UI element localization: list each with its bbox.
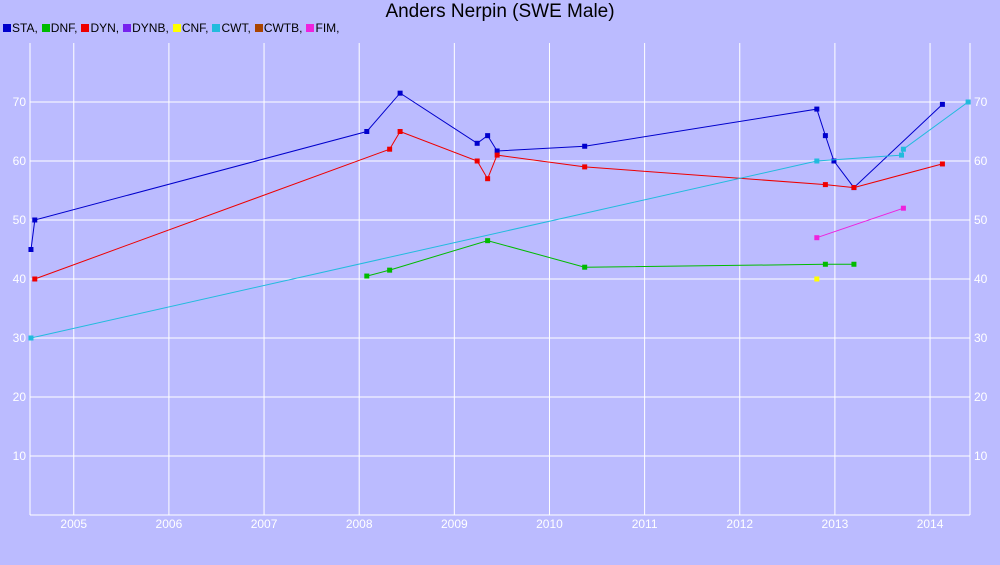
data-point-cwt <box>965 99 971 105</box>
y-tick-label-left: 20 <box>13 390 27 404</box>
legend-item-dyn: DYN, <box>81 21 119 35</box>
legend-label: STA, <box>12 21 38 35</box>
legend-item-fim: FIM, <box>306 21 339 35</box>
data-point-fim <box>814 235 820 241</box>
data-point-dyn <box>582 164 588 170</box>
x-tick-label: 2014 <box>917 517 944 531</box>
series-line-fim <box>816 207 904 239</box>
data-point-dyn <box>387 146 393 152</box>
y-tick-label-right: 70 <box>974 95 988 109</box>
legend: STA, DNF, DYN, DYNB, CNF, CWT, CWTB, FIM, <box>3 21 343 35</box>
legend-item-sta: STA, <box>3 21 38 35</box>
data-point-sta <box>494 148 500 154</box>
y-tick-label-right: 20 <box>974 390 988 404</box>
y-tick-label-right: 60 <box>974 154 988 168</box>
data-point-sta <box>364 129 370 134</box>
axes <box>29 43 971 516</box>
data-point-sta <box>474 140 480 146</box>
legend-label: CNF, <box>181 21 209 35</box>
y-tick-label-right: 10 <box>974 449 988 463</box>
data-point-cwt <box>814 158 820 164</box>
data-point-dyn <box>939 161 945 167</box>
legend-item-cnf: CNF, <box>172 21 209 35</box>
y-tick-label-left: 60 <box>13 154 27 168</box>
y-tick-label-left: 40 <box>13 272 27 286</box>
legend-swatch <box>212 24 221 32</box>
data-point-cwt <box>898 152 904 158</box>
legend-label: DNF, <box>50 21 78 35</box>
data-point-dyn <box>822 182 828 188</box>
data-point-cwt <box>28 335 34 341</box>
y-tick-label-left: 50 <box>13 213 27 227</box>
tick-labels: 10 10 20 20 30 30 40 40 50 50 60 60 70 70 2005 2006 2007… <box>13 95 988 531</box>
data-point-dnf <box>851 261 857 267</box>
legend-label: DYN, <box>90 21 120 35</box>
legend-swatch <box>306 24 315 32</box>
data-point-dnf <box>364 273 370 279</box>
data-point-sta <box>28 247 34 252</box>
grid <box>30 43 970 515</box>
legend-swatch <box>172 24 181 32</box>
data-point-fim <box>900 205 906 211</box>
x-tick-label: 2007 <box>251 517 278 531</box>
x-tick-label: 2010 <box>536 517 563 531</box>
legend-label: FIM, <box>315 21 340 35</box>
y-tick-label-right: 30 <box>974 331 988 345</box>
legend-swatch <box>81 24 90 32</box>
data-point-dnf <box>582 264 588 270</box>
series-lines <box>28 90 971 341</box>
data-point-dyn <box>851 185 857 191</box>
y-tick-label-right: 50 <box>974 213 988 227</box>
chart-title: Anders Nerpin (SWE Male) <box>385 1 615 22</box>
data-point-sta <box>939 101 945 107</box>
data-point-sta <box>814 106 820 112</box>
x-tick-label: 2005 <box>60 517 87 531</box>
legend-swatch <box>254 24 263 32</box>
x-tick-label: 2008 <box>346 517 373 531</box>
data-point-dnf <box>485 238 491 244</box>
data-point-sta <box>485 133 491 139</box>
x-tick-label: 2012 <box>726 517 753 531</box>
data-point-dyn <box>485 176 491 182</box>
x-tick-label: 2006 <box>156 517 183 531</box>
data-point-dnf <box>387 267 393 273</box>
data-point-cwt <box>900 146 906 152</box>
data-point-dyn <box>32 276 38 282</box>
legend-item-cwt: CWT, <box>212 21 251 35</box>
data-point-dyn <box>474 158 480 164</box>
legend-item-dynb: DYNB, <box>123 21 169 35</box>
data-point-dyn <box>397 129 403 134</box>
legend-swatch <box>41 24 50 32</box>
x-tick-label: 2011 <box>632 517 658 531</box>
legend-item-cwtb: CWTB, <box>254 21 303 35</box>
data-point-dyn <box>494 152 500 158</box>
data-point-sta <box>32 217 38 223</box>
data-point-sta <box>582 143 588 149</box>
y-tick-label-left: 70 <box>13 95 27 109</box>
data-point-cnf <box>814 276 820 282</box>
data-point-dnf <box>822 261 828 267</box>
legend-label: CWTB, <box>263 21 303 35</box>
data-point-sta <box>822 133 828 139</box>
data-point-sta <box>831 158 837 164</box>
x-tick-label: 2013 <box>822 517 849 531</box>
y-tick-label-right: 40 <box>974 272 988 286</box>
legend-label: DYNB, <box>132 21 169 35</box>
legend-swatch <box>3 24 11 32</box>
y-tick-label-left: 10 <box>13 449 27 463</box>
data-point-sta <box>397 90 403 96</box>
series-line-dnf <box>366 240 854 277</box>
x-tick-label: 2009 <box>441 517 468 531</box>
series-line-dyn <box>34 130 943 280</box>
series-line-sta <box>30 92 943 250</box>
legend-label: CWT, <box>221 21 251 35</box>
y-tick-label-left: 30 <box>13 331 27 345</box>
legend-swatch <box>123 24 132 32</box>
legend-item-dnf: DNF, <box>41 21 78 35</box>
